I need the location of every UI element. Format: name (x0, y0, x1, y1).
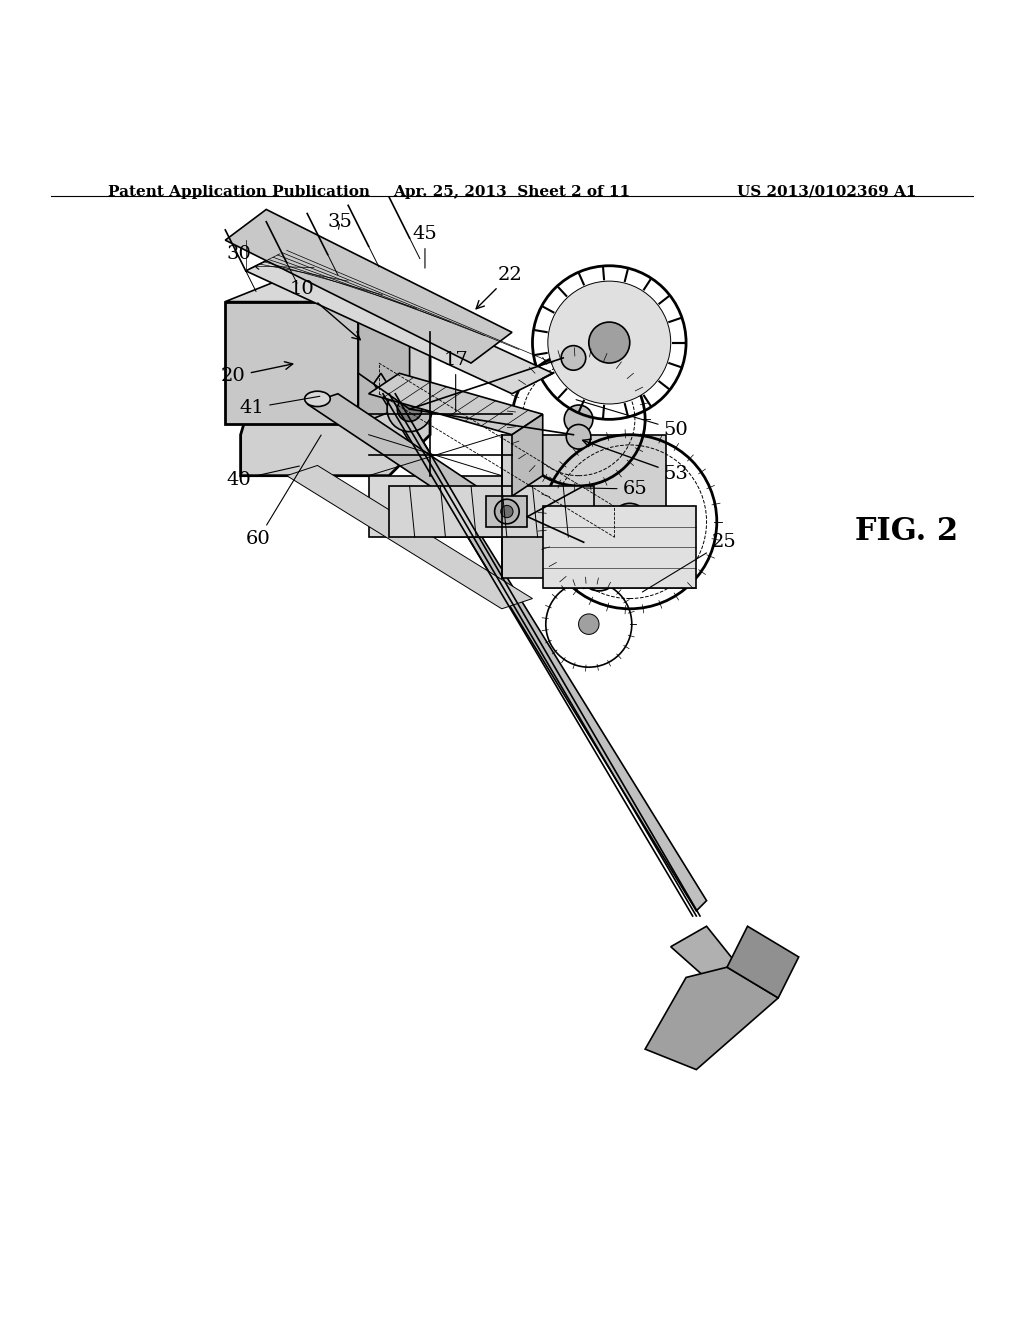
Circle shape (611, 503, 648, 540)
Polygon shape (241, 333, 430, 475)
Polygon shape (225, 210, 512, 363)
Text: Apr. 25, 2013  Sheet 2 of 11: Apr. 25, 2013 Sheet 2 of 11 (393, 185, 631, 199)
Polygon shape (246, 251, 553, 393)
Text: 30: 30 (226, 246, 259, 269)
Circle shape (589, 322, 630, 363)
Text: 65: 65 (585, 480, 647, 498)
Text: 10: 10 (290, 280, 360, 339)
Polygon shape (512, 414, 543, 496)
Text: 22: 22 (476, 265, 522, 309)
FancyBboxPatch shape (486, 496, 527, 527)
Polygon shape (358, 281, 410, 425)
Circle shape (495, 499, 519, 524)
Polygon shape (671, 927, 748, 987)
Circle shape (564, 405, 593, 434)
Polygon shape (369, 374, 543, 434)
Polygon shape (727, 927, 799, 998)
Circle shape (387, 387, 432, 432)
Circle shape (566, 425, 591, 449)
Polygon shape (241, 333, 430, 475)
Polygon shape (225, 281, 410, 301)
Ellipse shape (586, 576, 611, 591)
Text: Patent Application Publication: Patent Application Publication (108, 185, 370, 199)
Text: US 2013/0102369 A1: US 2013/0102369 A1 (737, 185, 916, 199)
Circle shape (622, 513, 638, 529)
Text: FIG. 2: FIG. 2 (855, 516, 958, 548)
Polygon shape (645, 968, 778, 1069)
Text: 35: 35 (328, 213, 352, 231)
Polygon shape (543, 507, 696, 589)
Polygon shape (502, 434, 666, 578)
Polygon shape (369, 475, 512, 537)
Polygon shape (389, 486, 594, 537)
Polygon shape (287, 466, 532, 609)
Text: 50: 50 (577, 400, 688, 438)
Text: 40: 40 (226, 466, 299, 488)
Circle shape (501, 506, 513, 517)
Circle shape (579, 614, 599, 635)
Circle shape (561, 346, 586, 370)
Polygon shape (374, 374, 707, 911)
Polygon shape (307, 393, 614, 589)
Text: 17: 17 (443, 351, 468, 412)
Text: 53: 53 (583, 440, 688, 483)
Text: 25: 25 (642, 533, 736, 591)
Text: 45: 45 (413, 224, 437, 268)
Ellipse shape (305, 391, 330, 407)
Circle shape (548, 281, 671, 404)
Polygon shape (225, 301, 358, 425)
Text: 41: 41 (240, 396, 319, 417)
Text: 20: 20 (221, 362, 293, 385)
Text: 60: 60 (246, 436, 322, 548)
Circle shape (397, 397, 422, 421)
